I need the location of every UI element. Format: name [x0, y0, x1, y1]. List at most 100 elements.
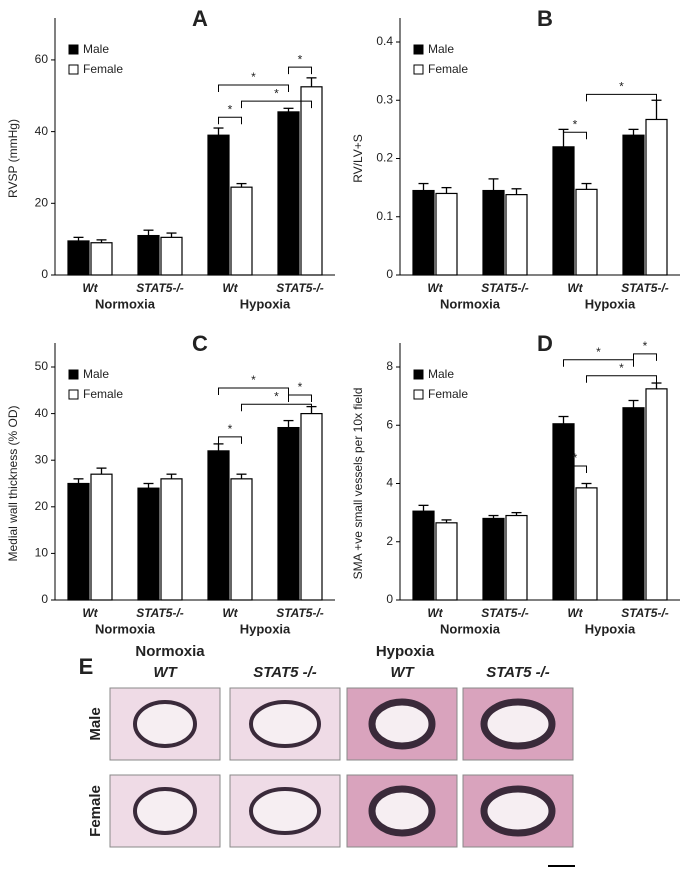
significance-bracket [563, 465, 587, 474]
vessel-wall [249, 787, 321, 835]
bar [552, 423, 575, 601]
bar [482, 517, 505, 601]
bar [645, 388, 668, 601]
bar [277, 111, 300, 276]
bar [505, 194, 528, 276]
row-label: Female [87, 785, 104, 837]
significance-mark: * [251, 70, 256, 84]
column-label: WT [390, 664, 415, 681]
y-tick-label: 0.3 [376, 92, 393, 106]
group-label: Normoxia [95, 621, 156, 636]
column-label: WT [153, 664, 178, 681]
bar [435, 192, 458, 276]
x-tick-label: Wt [82, 606, 98, 620]
vessel-wall [480, 785, 556, 837]
bar [67, 240, 90, 276]
bar [90, 242, 113, 276]
y-tick-label: 8 [386, 359, 393, 373]
bar [412, 189, 435, 276]
significance-mark: * [298, 52, 303, 66]
panel-letter: C [192, 331, 208, 356]
significance-mark: * [643, 339, 648, 353]
x-tick-label: Wt [567, 281, 583, 295]
bar [645, 118, 668, 276]
bar [622, 407, 645, 601]
significance-bracket [288, 394, 312, 402]
significance-bracket [218, 116, 242, 125]
y-tick-label: 0 [41, 267, 48, 281]
y-tick-label: 0.1 [376, 209, 393, 223]
significance-bracket [218, 387, 289, 395]
chart: B RV/LV+S 0 0.1 0.2 0.3 0.4 Wt STAT5-/- Wt STAT5-/… [351, 6, 680, 311]
bar [207, 450, 230, 601]
y-tick-label: 50 [35, 359, 49, 373]
legend-label: Female [83, 62, 123, 76]
bar [552, 146, 575, 276]
panel-e: E Normoxia Hypoxia WT STAT5 -/- WT STAT5 -/- M… [79, 643, 575, 867]
significance-mark: * [274, 389, 279, 403]
group-label: Normoxia [440, 621, 501, 636]
bar [412, 510, 435, 601]
bar [622, 134, 645, 276]
panel-letter: D [537, 331, 553, 356]
significance-mark: * [228, 422, 233, 436]
bar [575, 487, 598, 601]
bar [137, 234, 160, 276]
panel-letter: E [79, 654, 94, 679]
vessel-wall [133, 787, 197, 835]
y-tick-label: 0 [41, 592, 48, 606]
significance-bracket [218, 436, 242, 444]
significance-bracket [241, 100, 312, 109]
bar [90, 473, 113, 601]
legend-swatch [413, 44, 424, 55]
significance-mark: * [298, 380, 303, 394]
column-label: STAT5 -/- [253, 664, 317, 681]
bar [230, 186, 253, 276]
x-tick-label: Wt [82, 281, 98, 295]
group-label: Normoxia [95, 296, 156, 311]
significance-mark: * [619, 361, 624, 375]
column-label: STAT5 -/- [486, 664, 550, 681]
y-tick-label: 0 [386, 592, 393, 606]
bar [160, 236, 183, 276]
y-tick-label: 30 [35, 452, 49, 466]
significance-bracket [218, 84, 289, 93]
y-tick-label: 40 [35, 124, 49, 138]
x-tick-label: STAT5-/- [276, 606, 324, 620]
bar [160, 478, 183, 601]
significance-bracket [241, 403, 312, 412]
legend-swatch [68, 389, 79, 400]
vessel-wall [368, 698, 436, 750]
vessel-wall [368, 785, 436, 837]
bar [67, 482, 90, 601]
bar [505, 514, 528, 601]
x-tick-label: STAT5-/- [621, 281, 669, 295]
x-tick-label: Wt [427, 281, 443, 295]
y-axis-label: SMA +ve small vessels per 10x field [351, 388, 365, 580]
bar [575, 188, 598, 276]
significance-bracket [633, 353, 657, 361]
y-tick-label: 10 [35, 546, 49, 560]
x-tick-label: STAT5-/- [621, 606, 669, 620]
row-label: Male [87, 707, 104, 740]
significance-bracket [586, 93, 657, 102]
significance-mark: * [573, 451, 578, 465]
chart: C Medial wall thickness (% OD) 0 10 20 30 40 50… [6, 331, 335, 636]
panel-letter: A [192, 6, 208, 31]
bar [300, 412, 323, 601]
y-tick-label: 6 [386, 417, 393, 431]
x-tick-label: Wt [427, 606, 443, 620]
legend-swatch [68, 44, 79, 55]
significance-mark: * [251, 373, 256, 387]
bar [230, 478, 253, 601]
significance-mark: * [228, 102, 233, 116]
group-label: Hypoxia [585, 296, 636, 311]
y-axis-label: RVSP (mmHg) [6, 119, 20, 198]
group-label: Hypoxia [240, 621, 291, 636]
y-tick-label: 0.2 [376, 151, 393, 165]
y-tick-label: 0 [386, 267, 393, 281]
chart: D SMA +ve small vessels per 10x field 0 2 4 6… [351, 331, 680, 636]
vessel-wall [133, 700, 197, 748]
y-tick-label: 20 [35, 499, 49, 513]
